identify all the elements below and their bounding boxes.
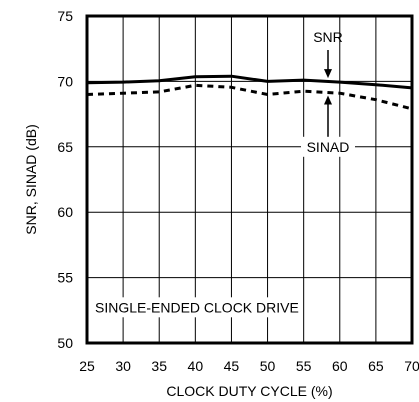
chart-annotations: SNR SINAD SINGLE-ENDED CLOCK DRIVE [90,29,355,318]
x-tick-label: 50 [260,358,276,374]
y-tick-label: 65 [57,139,73,155]
snr-arrow-head [324,69,332,79]
sinad-annotation-label: SINAD [307,139,350,155]
y-tick-label: 55 [57,270,73,286]
y-tick-label: 60 [57,204,73,220]
drive-note-label: SINGLE-ENDED CLOCK DRIVE [95,299,299,315]
series-line-snr [86,74,413,90]
x-axis-label: CLOCK DUTY CYCLE (%) [166,383,332,399]
x-tick-label: 35 [151,358,167,374]
plot-frame [85,14,414,345]
x-tick-label: 30 [115,358,131,374]
snr-annotation-label: SNR [313,29,343,45]
note-background [90,297,302,318]
chart-grid [87,16,412,343]
x-tick-label: 70 [404,358,419,374]
x-tick-label: 55 [296,358,312,374]
x-tick-label: 60 [332,358,348,374]
y-tick-label: 50 [57,335,73,351]
y-tick-label: 75 [57,8,73,24]
x-tick-label: 65 [368,358,384,374]
sinad-label-background [301,136,355,157]
y-axis-label: SNR, SINAD (dB) [23,124,39,234]
x-tick-label: 40 [188,358,204,374]
sinad-arrow-head [324,95,332,105]
series-lines [86,74,413,111]
y-tick-label: 70 [57,73,73,89]
axis-ticks: 25 30 35 40 45 50 55 60 65 70 50 55 60 65 70 75 [57,8,419,374]
x-tick-label: 45 [224,358,240,374]
x-tick-label: 25 [79,358,95,374]
series-line-sinad [86,83,413,111]
